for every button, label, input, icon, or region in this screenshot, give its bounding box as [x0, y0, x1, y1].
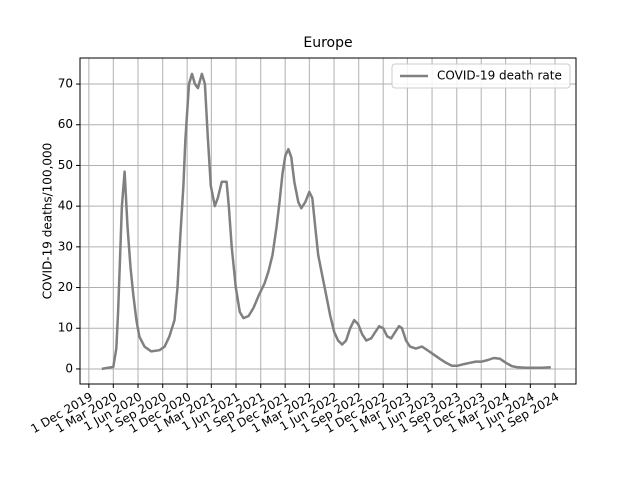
- y-tick-label: 0: [65, 361, 73, 375]
- y-tick-label: 20: [58, 280, 73, 294]
- data-line: [101, 72, 551, 371]
- legend-box: [391, 63, 571, 89]
- y-tick-label: 40: [58, 199, 73, 213]
- legend-label: COVID-19 death rate: [437, 69, 562, 83]
- plot-frame: [79, 57, 577, 385]
- y-tick-label: 50: [58, 158, 73, 172]
- y-tick-label: 30: [58, 239, 73, 253]
- y-tick-label: 70: [58, 77, 73, 91]
- y-axis-label: COVID-19 deaths/100,000: [41, 143, 55, 300]
- y-tick-label: 10: [58, 321, 73, 335]
- chart-title: Europe: [303, 35, 352, 51]
- y-tick-label: 60: [58, 117, 73, 131]
